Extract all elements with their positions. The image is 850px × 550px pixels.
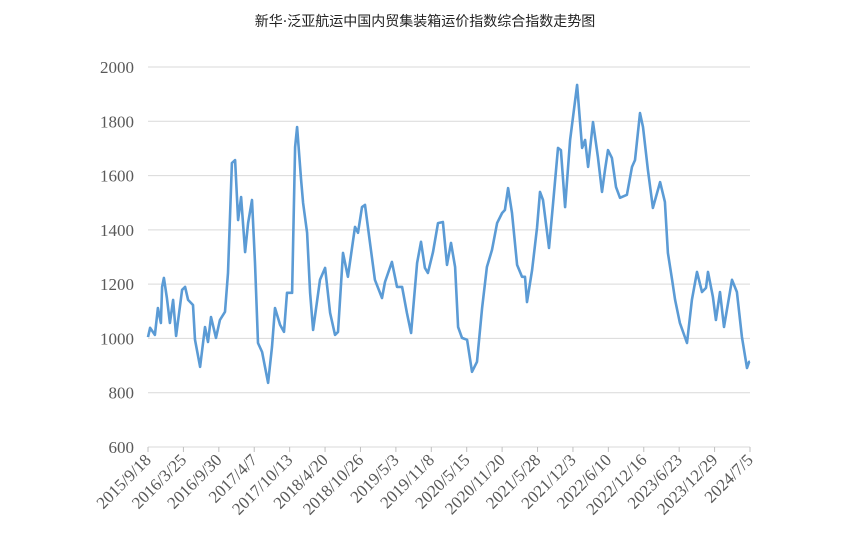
chart-title: 新华·泛亚航运中国内贸集装箱运价指数综合指数走势图 <box>255 13 595 30</box>
y-tick-label: 800 <box>109 384 135 403</box>
y-tick-label: 1600 <box>100 167 134 186</box>
y-tick-label: 2000 <box>100 58 134 77</box>
y-tick-label: 1000 <box>100 329 134 348</box>
y-tick-label: 1200 <box>100 275 134 294</box>
y-tick-label: 1400 <box>100 221 134 240</box>
x-axis: 2015/9/182016/3/252016/9/302017/4/72017/… <box>93 447 757 519</box>
series-group <box>146 83 751 385</box>
y-tick-label: 600 <box>109 438 135 457</box>
series-line <box>146 83 751 385</box>
y-axis: 600 800 1000 1200 1400 1600 1800 2000 <box>100 58 134 457</box>
y-tick-label: 1800 <box>100 112 134 131</box>
